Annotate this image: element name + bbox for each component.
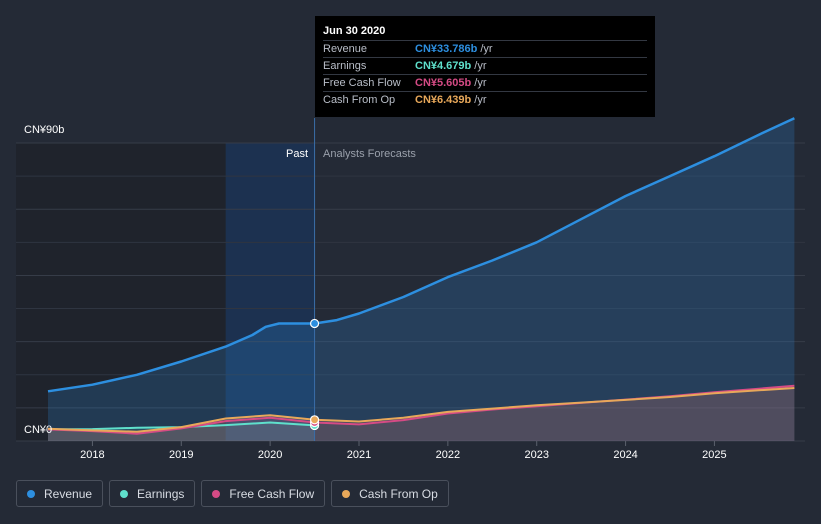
tooltip-row-cash-from-op: Cash From Op CN¥6.439b /yr <box>323 91 647 108</box>
area-revenue <box>48 118 795 441</box>
x-tick-label: 2024 <box>613 449 637 461</box>
x-tick-label: 2020 <box>258 449 282 461</box>
past-region-label: Past <box>286 148 308 160</box>
line-revenue <box>47 117 795 393</box>
legend-dot-icon <box>342 489 351 498</box>
tooltip-label: Revenue <box>323 43 368 55</box>
y-axis-top-label: CN¥90b <box>24 124 64 136</box>
legend-item-earnings[interactable]: Earnings <box>109 480 196 507</box>
tooltip-label: Earnings <box>323 60 367 72</box>
x-tick-label: 2019 <box>169 449 193 461</box>
legend-item-cash-from-op[interactable]: Cash From Op <box>331 480 449 507</box>
x-tick-label: 2018 <box>80 449 104 461</box>
gridlines <box>16 142 805 442</box>
tooltip-row-free-cash-flow: Free Cash Flow CN¥5.605b /yr <box>323 74 647 91</box>
tooltip-unit: /yr <box>474 60 487 72</box>
x-tick-label: 2021 <box>347 449 371 461</box>
tooltip-value: CN¥33.786b <box>415 43 478 55</box>
tooltip-label: Cash From Op <box>323 94 396 106</box>
chart-legend: Revenue Earnings Free Cash Flow Cash Fro… <box>16 480 449 507</box>
x-axis-ticks: 2018 2019 2020 2021 2022 2023 2024 2025 <box>80 441 727 461</box>
forecast-region-label: Analysts Forecasts <box>323 148 416 160</box>
tooltip-label: Free Cash Flow <box>323 77 401 89</box>
tooltip-unit: /yr <box>474 94 487 106</box>
x-tick-label: 2025 <box>702 449 726 461</box>
hover-tooltip: Jun 30 2020 Revenue CN¥33.786b /yr Earni… <box>315 16 655 117</box>
legend-label: Free Cash Flow <box>229 486 315 501</box>
area-earnings <box>48 422 315 441</box>
tooltip-row-earnings: Earnings CN¥4.679b /yr <box>323 57 647 74</box>
x-tick-label: 2022 <box>436 449 460 461</box>
legend-label: Cash From Op <box>359 486 438 501</box>
legend-label: Earnings <box>137 486 185 501</box>
tooltip-value: CN¥4.679b <box>415 60 472 72</box>
legend-label: Revenue <box>44 486 93 501</box>
x-tick-label: 2023 <box>524 449 548 461</box>
tooltip-row-revenue: Revenue CN¥33.786b /yr <box>323 40 647 57</box>
legend-item-free-cash-flow[interactable]: Free Cash Flow <box>201 480 326 507</box>
y-axis-bottom-label: CN¥0 <box>24 424 52 436</box>
marker-cash-from-op <box>309 415 320 425</box>
highlight-region-background <box>225 143 315 441</box>
area-free-cash-flow <box>48 385 795 441</box>
tooltip-value: CN¥6.439b <box>415 94 472 106</box>
tooltip-value: CN¥5.605b <box>415 77 472 89</box>
tooltip-date: Jun 30 2020 <box>323 25 386 37</box>
legend-dot-icon <box>212 489 221 498</box>
hover-markers <box>309 318 320 431</box>
tooltip-unit: /yr <box>480 43 493 55</box>
line-cash-from-op <box>47 387 795 433</box>
legend-dot-icon <box>27 489 35 498</box>
tooltip-unit: /yr <box>474 77 487 89</box>
legend-dot-icon <box>120 489 129 498</box>
legend-item-revenue[interactable]: Revenue <box>16 480 104 507</box>
series-lines <box>47 117 795 435</box>
marker-revenue <box>309 318 320 329</box>
